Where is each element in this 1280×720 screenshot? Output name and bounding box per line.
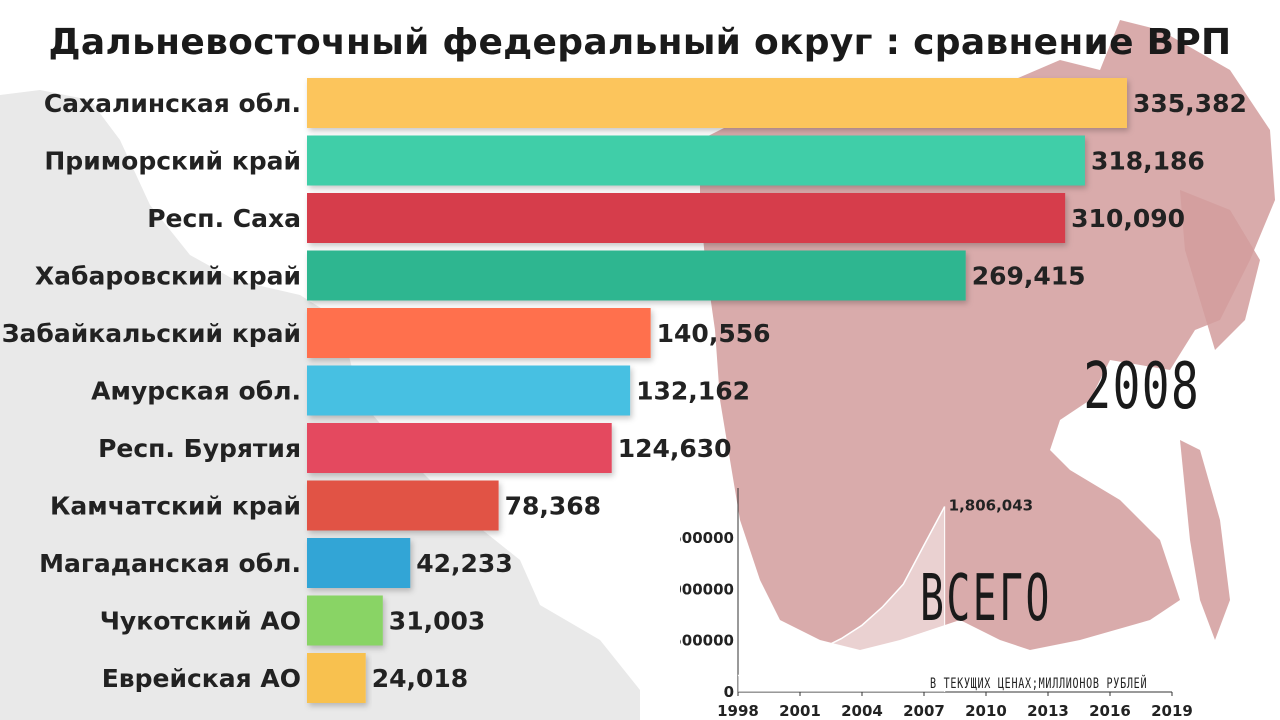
value-label-8: 78,368 xyxy=(505,492,601,521)
value-label-2: 318,186 xyxy=(1091,147,1205,176)
value-label-6: 132,162 xyxy=(636,377,750,406)
inset-x-tick-2016: 2016 xyxy=(1089,702,1131,720)
bar-6 xyxy=(307,365,631,416)
bar-10 xyxy=(307,595,383,646)
category-label-8: Камчатский край xyxy=(50,492,301,521)
inset-x-tick-2013: 2013 xyxy=(1027,702,1069,720)
inset-x-tick-2019: 2019 xyxy=(1151,702,1193,720)
inset-x-tick-2004: 2004 xyxy=(841,702,883,720)
category-label-1: Сахалинская обл. xyxy=(44,89,301,118)
inset-x-tick-2010: 2010 xyxy=(965,702,1007,720)
inset-end-value-label: 1,806,043 xyxy=(949,497,1033,515)
kamchatka-map-shape xyxy=(1180,190,1260,350)
bar-3 xyxy=(307,193,1066,243)
bar-8 xyxy=(307,480,499,531)
inset-y-tick-1000000: 1000000 xyxy=(680,580,734,598)
bar-9 xyxy=(307,538,411,588)
inset-y-tick-0: 0 xyxy=(724,683,734,701)
bar-11 xyxy=(307,653,366,703)
category-label-10: Чукотский АО xyxy=(100,607,301,636)
value-label-9: 42,233 xyxy=(416,549,512,578)
bar-1 xyxy=(307,78,1127,128)
inset-x-tick-1998: 1998 xyxy=(717,702,759,720)
bar-4 xyxy=(307,250,966,301)
inset-x-tick-2007: 2007 xyxy=(903,702,945,720)
bar-5 xyxy=(307,308,651,358)
total-area-chart: 0 500000 1000000 1500000 1998 2001 2004 2007 201… xyxy=(680,488,1193,720)
category-label-9: Магаданская обл. xyxy=(39,549,301,578)
inset-area-fill xyxy=(738,506,945,692)
category-label-7: Респ. Бурятия xyxy=(98,434,301,463)
value-label-1: 335,382 xyxy=(1133,89,1247,118)
value-label-5: 140,556 xyxy=(657,319,771,348)
inset-series-line xyxy=(737,506,946,677)
value-label-3: 310,090 xyxy=(1071,204,1185,233)
category-label-6: Амурская обл. xyxy=(91,377,301,406)
inset-y-tick-500000: 500000 xyxy=(680,632,734,650)
year-label: 2008 xyxy=(1083,350,1200,424)
value-label-4: 269,415 xyxy=(972,262,1086,291)
category-label-11: Еврейская АО xyxy=(102,664,301,693)
bar-2 xyxy=(307,135,1085,186)
value-label-10: 31,003 xyxy=(389,607,485,636)
units-note: В ТЕКУЩИХ ЦЕНАХ;МИЛЛИОНОВ РУБЛЕЙ xyxy=(930,676,1148,692)
inset-y-tick-1500000: 1500000 xyxy=(680,529,734,547)
category-label-4: Хабаровский край xyxy=(35,262,301,291)
value-label-11: 24,018 xyxy=(372,664,468,693)
sakhalin-map-shape xyxy=(1180,440,1230,640)
total-label: ВСЕГО xyxy=(920,562,1052,636)
category-label-3: Респ. Саха xyxy=(147,204,301,233)
chart-title: Дальневосточный федеральный округ : срав… xyxy=(48,22,1232,63)
inset-x-tick-2001: 2001 xyxy=(779,702,821,720)
category-label-2: Приморский край xyxy=(44,147,301,176)
value-label-7: 124,630 xyxy=(618,434,732,463)
category-label-5: Забайкальский край xyxy=(2,319,301,348)
bar-7 xyxy=(307,423,612,473)
